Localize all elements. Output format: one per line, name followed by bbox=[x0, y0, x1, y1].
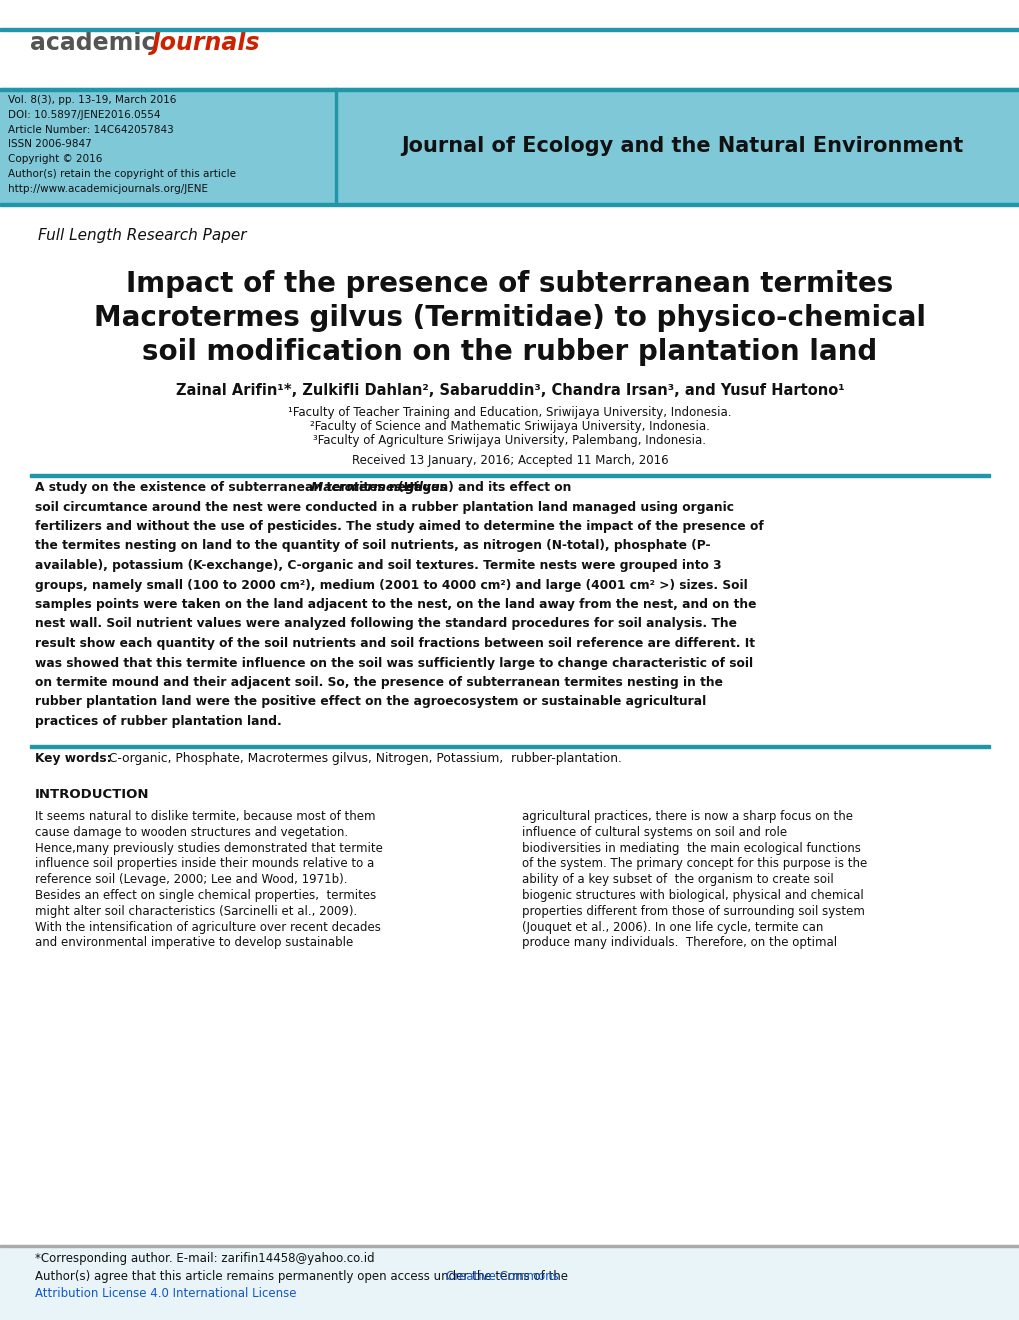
Text: was showed that this termite influence on the soil was sufficiently large to cha: was showed that this termite influence o… bbox=[35, 656, 752, 669]
Text: the termites nesting on land to the quantity of soil nutrients, as nitrogen (N-t: the termites nesting on land to the quan… bbox=[35, 540, 710, 553]
Bar bbox=[0, 88, 1019, 91]
Bar bbox=[30, 474, 989, 477]
Text: A study on the existence of subterranean termites nest: A study on the existence of subterranean… bbox=[35, 480, 423, 494]
Text: ³Faculty of Agriculture Sriwijaya University, Palembang, Indonesia.: ³Faculty of Agriculture Sriwijaya Univer… bbox=[313, 434, 706, 447]
Bar bbox=[0, 1245, 1019, 1246]
Text: samples points were taken on the land adjacent to the nest, on the land away fro: samples points were taken on the land ad… bbox=[35, 598, 756, 611]
Text: biogenic structures with biological, physical and chemical: biogenic structures with biological, phy… bbox=[522, 888, 863, 902]
Text: cause damage to wooden structures and vegetation.: cause damage to wooden structures and ve… bbox=[35, 826, 347, 838]
Text: fertilizers and without the use of pesticides. The study aimed to determine the : fertilizers and without the use of pesti… bbox=[35, 520, 763, 533]
Text: of the system. The primary concept for this purpose is the: of the system. The primary concept for t… bbox=[522, 858, 866, 870]
Text: influence soil properties inside their mounds relative to a: influence soil properties inside their m… bbox=[35, 858, 374, 870]
Text: rubber plantation land were the positive effect on the agroecosystem or sustaina: rubber plantation land were the positive… bbox=[35, 696, 705, 709]
Text: http://www.academicjournals.org/JENE: http://www.academicjournals.org/JENE bbox=[8, 183, 208, 194]
Text: Author(s) retain the copyright of this article: Author(s) retain the copyright of this a… bbox=[8, 169, 235, 180]
Text: Vol. 8(3), pp. 13-19, March 2016: Vol. 8(3), pp. 13-19, March 2016 bbox=[8, 95, 176, 106]
Bar bbox=[30, 744, 989, 747]
Bar bbox=[0, 28, 1019, 30]
Text: ¹Faculty of Teacher Training and Education, Sriwijaya University, Indonesia.: ¹Faculty of Teacher Training and Educati… bbox=[288, 407, 731, 418]
Text: INTRODUCTION: INTRODUCTION bbox=[35, 788, 150, 801]
Text: Copyright © 2016: Copyright © 2016 bbox=[8, 154, 102, 164]
Text: influence of cultural systems on soil and role: influence of cultural systems on soil an… bbox=[522, 826, 787, 838]
Text: biodiversities in mediating  the main ecological functions: biodiversities in mediating the main eco… bbox=[522, 842, 860, 854]
Text: With the intensification of agriculture over recent decades: With the intensification of agriculture … bbox=[35, 920, 380, 933]
Text: on termite mound and their adjacent soil. So, the presence of subterranean termi: on termite mound and their adjacent soil… bbox=[35, 676, 722, 689]
Text: available), potassium (K-exchange), C-organic and soil textures. Termite nests w: available), potassium (K-exchange), C-or… bbox=[35, 558, 720, 572]
Text: Impact of the presence of subterranean termites: Impact of the presence of subterranean t… bbox=[126, 271, 893, 298]
Text: Hence,many previously studies demonstrated that termite: Hence,many previously studies demonstrat… bbox=[35, 842, 382, 854]
Bar bbox=[334, 88, 336, 205]
Text: reference soil (Levage, 2000; Lee and Wood, 1971b).: reference soil (Levage, 2000; Lee and Wo… bbox=[35, 874, 347, 886]
Text: nest wall. Soil nutrient values were analyzed following the standard procedures : nest wall. Soil nutrient values were ana… bbox=[35, 618, 737, 631]
Text: ISSN 2006-9847: ISSN 2006-9847 bbox=[8, 140, 92, 149]
Text: Journal of Ecology and the Natural Environment: Journal of Ecology and the Natural Envir… bbox=[401, 136, 963, 157]
Bar bbox=[0, 203, 1019, 206]
Text: (Hagen) and its effect on: (Hagen) and its effect on bbox=[394, 480, 571, 494]
Text: practices of rubber plantation land.: practices of rubber plantation land. bbox=[35, 715, 281, 729]
Text: Attribution License 4.0 International License: Attribution License 4.0 International Li… bbox=[35, 1287, 297, 1300]
Text: academic: academic bbox=[30, 30, 155, 55]
Text: ²Faculty of Science and Mathematic Sriwijaya University, Indonesia.: ²Faculty of Science and Mathematic Sriwi… bbox=[310, 420, 709, 433]
Text: Besides an effect on single chemical properties,  termites: Besides an effect on single chemical pro… bbox=[35, 888, 376, 902]
Text: and environmental imperative to develop sustainable: and environmental imperative to develop … bbox=[35, 936, 353, 949]
Text: DOI: 10.5897/JENE2016.0554: DOI: 10.5897/JENE2016.0554 bbox=[8, 110, 160, 120]
Bar bbox=[0, 1245, 1019, 1320]
Text: Received 13 January, 2016; Accepted 11 March, 2016: Received 13 January, 2016; Accepted 11 M… bbox=[352, 454, 667, 467]
Text: soil circumtance around the nest were conducted in a rubber plantation land mana: soil circumtance around the nest were co… bbox=[35, 500, 734, 513]
Text: properties different from those of surrounding soil system: properties different from those of surro… bbox=[522, 904, 864, 917]
Text: Full Length Research Paper: Full Length Research Paper bbox=[38, 228, 247, 243]
Text: ability of a key subset of  the organism to create soil: ability of a key subset of the organism … bbox=[522, 874, 833, 886]
Text: Journals: Journals bbox=[152, 30, 261, 55]
Text: Macrotermes gilvus (Termitidae) to physico-chemical: Macrotermes gilvus (Termitidae) to physi… bbox=[94, 304, 925, 333]
Text: produce many individuals.  Therefore, on the optimal: produce many individuals. Therefore, on … bbox=[522, 936, 837, 949]
Text: agricultural practices, there is now a sharp focus on the: agricultural practices, there is now a s… bbox=[522, 810, 852, 822]
Bar bbox=[0, 88, 1019, 205]
Text: (Jouquet et al., 2006). In one life cycle, termite can: (Jouquet et al., 2006). In one life cycl… bbox=[522, 920, 822, 933]
Text: *Corresponding author. E-mail: zarifin14458@yahoo.co.id: *Corresponding author. E-mail: zarifin14… bbox=[35, 1251, 374, 1265]
Text: soil modification on the rubber plantation land: soil modification on the rubber plantati… bbox=[143, 338, 876, 366]
Text: Author(s) agree that this article remains permanently open access under the term: Author(s) agree that this article remain… bbox=[35, 1270, 572, 1283]
Text: It seems natural to dislike termite, because most of them: It seems natural to dislike termite, bec… bbox=[35, 810, 375, 822]
Text: Article Number: 14C642057843: Article Number: 14C642057843 bbox=[8, 124, 173, 135]
Text: Key words:: Key words: bbox=[35, 752, 111, 766]
Text: Zainal Arifin¹*, Zulkifli Dahlan², Sabaruddin³, Chandra Irsan³, and Yusuf Harton: Zainal Arifin¹*, Zulkifli Dahlan², Sabar… bbox=[175, 383, 844, 399]
Text: groups, namely small (100 to 2000 cm²), medium (2001 to 4000 cm²) and large (400: groups, namely small (100 to 2000 cm²), … bbox=[35, 578, 747, 591]
Text: Macrotermes gilvus: Macrotermes gilvus bbox=[311, 480, 446, 494]
Text: C-organic, Phosphate, Macrotermes gilvus, Nitrogen, Potassium,  rubber-plantatio: C-organic, Phosphate, Macrotermes gilvus… bbox=[105, 752, 622, 766]
Text: result show each quantity of the soil nutrients and soil fractions between soil : result show each quantity of the soil nu… bbox=[35, 638, 754, 649]
Text: Creative Commons: Creative Commons bbox=[445, 1270, 558, 1283]
Text: might alter soil characteristics (Sarcinelli et al., 2009).: might alter soil characteristics (Sarcin… bbox=[35, 904, 357, 917]
